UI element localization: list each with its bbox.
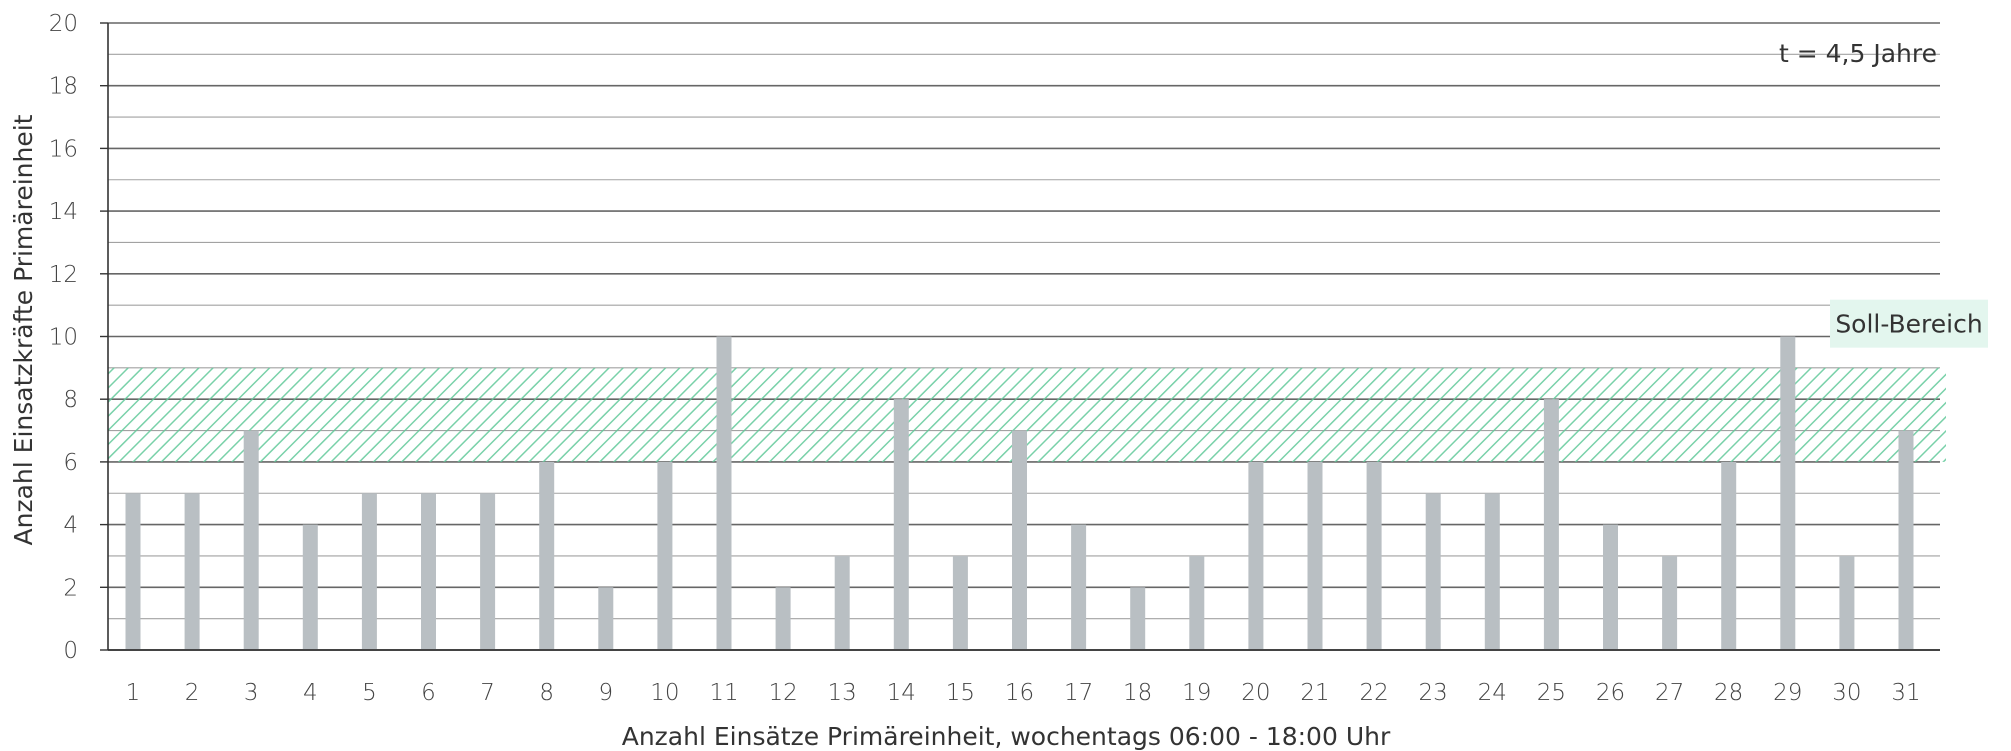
gridlines	[108, 22, 1940, 651]
x-tick-label: 23	[1419, 680, 1448, 706]
bar-31	[1898, 430, 1914, 650]
x-tick-label: 12	[768, 680, 797, 706]
bar-22	[1366, 461, 1382, 650]
x-axis-title: Anzahl Einsätze Primäreinheit, wochentag…	[622, 722, 1391, 751]
x-tick-label: 21	[1300, 680, 1329, 706]
bar-23	[1425, 493, 1441, 650]
x-tick-label: 10	[650, 680, 679, 706]
x-tick-label: 28	[1714, 680, 1743, 706]
y-tick-label: 10	[49, 325, 78, 351]
x-tick-label: 15	[946, 680, 975, 706]
bar-6	[421, 493, 436, 650]
x-tick-label: 5	[362, 680, 377, 706]
bar-24	[1484, 493, 1500, 650]
bar-30	[1839, 555, 1855, 650]
bar-10	[657, 461, 673, 650]
y-tick-label: 18	[49, 74, 78, 100]
bar-17	[1071, 524, 1087, 650]
x-tick-label: 3	[244, 680, 259, 706]
x-tick-label: 1	[126, 680, 141, 706]
bar-29	[1780, 336, 1796, 650]
bar-16	[1012, 430, 1027, 650]
x-tick-label: 9	[598, 680, 613, 706]
y-tick-label: 6	[63, 450, 78, 476]
bars	[125, 336, 1914, 650]
bar-11	[716, 336, 732, 650]
x-tick-label: 30	[1832, 680, 1861, 706]
y-tick-label: 12	[49, 262, 78, 288]
x-tick-label: 6	[421, 680, 436, 706]
x-tick-label: 4	[303, 680, 318, 706]
x-tick-label: 25	[1537, 680, 1566, 706]
y-tick-label: 16	[49, 136, 78, 162]
y-tick-label: 8	[63, 387, 78, 413]
x-tick-label: 11	[709, 680, 738, 706]
target-band-label-box	[1830, 299, 1988, 348]
bar-5	[361, 493, 377, 650]
y-tick-label: 14	[49, 199, 78, 225]
y-axis-title: Anzahl Einsatzkräfte Primäreinheit	[9, 114, 38, 545]
bar-28	[1721, 461, 1737, 650]
x-tick-label: 31	[1891, 680, 1920, 706]
target-band: Soll-Bereich	[108, 299, 1988, 462]
bar-25	[1543, 399, 1559, 650]
x-tick-labels: 1 2 3 4 5 6 7 8 9 10 11 12 13 14 15 16 17 18 19 20 21 22 23 24 2…	[126, 680, 1921, 706]
bar-3	[243, 430, 259, 650]
x-tick-label: 29	[1773, 680, 1802, 706]
x-tick-label: 26	[1596, 680, 1625, 706]
axes	[100, 22, 1940, 651]
y-tick-label: 2	[63, 575, 78, 601]
bar-21	[1307, 461, 1323, 650]
target-band-label: Soll-Bereich	[1835, 310, 1982, 339]
y-tick-label: 0	[63, 638, 78, 664]
x-tick-label: 7	[480, 680, 495, 706]
x-tick-label: 19	[1182, 680, 1211, 706]
x-tick-label: 20	[1241, 680, 1270, 706]
x-tick-label: 22	[1359, 680, 1388, 706]
bar-4	[302, 524, 318, 650]
bar-14	[893, 399, 909, 650]
bar-27	[1662, 555, 1678, 650]
y-tick-labels: 0 2 4 6 8 10 12 14 16 18 20	[49, 11, 78, 664]
x-tick-label: 16	[1005, 680, 1034, 706]
x-tick-label: 13	[828, 680, 857, 706]
bar-7	[480, 493, 496, 650]
bar-26	[1603, 524, 1618, 650]
bar-12	[775, 587, 791, 650]
bar-15	[952, 555, 968, 650]
x-tick-label: 17	[1064, 680, 1093, 706]
chart-annotation: t = 4,5 Jahre	[1779, 39, 1937, 68]
x-tick-label: 14	[887, 680, 916, 706]
x-tick-label: 27	[1655, 680, 1684, 706]
bar-13	[834, 555, 850, 650]
x-tick-label: 8	[539, 680, 554, 706]
bar-1	[125, 493, 141, 650]
bar-9	[598, 587, 614, 650]
bar-8	[539, 461, 555, 650]
y-tick-label: 4	[63, 513, 78, 539]
bar-18	[1130, 587, 1146, 650]
x-tick-label: 18	[1123, 680, 1152, 706]
bar-2	[184, 493, 200, 650]
bar-19	[1189, 555, 1205, 650]
x-tick-label: 24	[1478, 680, 1507, 706]
bar-20	[1248, 461, 1264, 650]
y-tick-label: 20	[49, 11, 78, 37]
x-tick-label: 2	[185, 680, 200, 706]
